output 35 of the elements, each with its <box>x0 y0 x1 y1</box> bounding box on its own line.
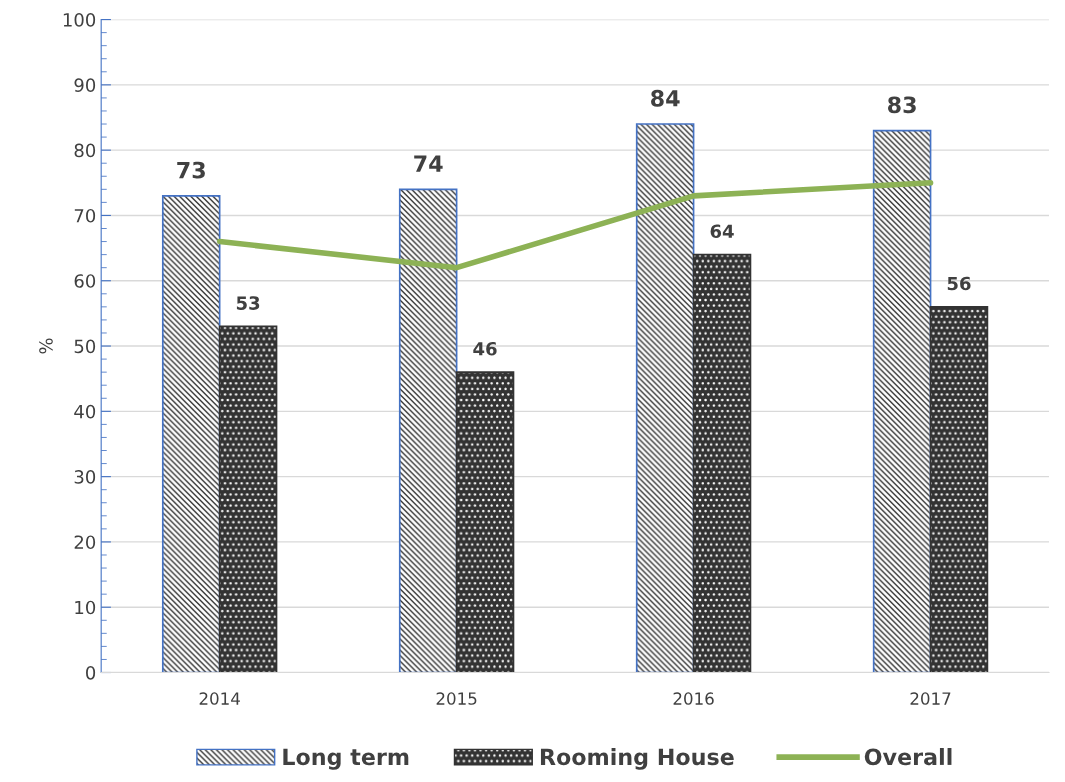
y-tick-label: 100 <box>63 13 96 27</box>
bar <box>161 195 221 673</box>
data-label: 53 <box>236 296 260 310</box>
x-tick-label: 2017 <box>910 692 951 705</box>
x-tick-label: 2014 <box>199 692 240 705</box>
bar <box>398 188 458 673</box>
y-tick-label: 70 <box>74 208 96 223</box>
data-label: 83 <box>888 96 916 114</box>
y-tick-label: 30 <box>74 470 96 484</box>
data-label: 64 <box>710 224 734 239</box>
data-label: 46 <box>473 341 497 356</box>
legend-label: Long term <box>283 748 409 770</box>
y-tick-label: 10 <box>75 600 96 615</box>
y-tick-label: 60 <box>74 274 96 288</box>
y-tick-label: 50 <box>74 339 96 354</box>
data-label: 56 <box>947 276 971 291</box>
data-label: 84 <box>651 89 680 107</box>
bar <box>635 123 695 673</box>
y-tick-label: 0 <box>86 665 96 680</box>
data-label: 74 <box>414 155 443 172</box>
bar <box>872 129 932 673</box>
x-tick-label: 2016 <box>673 692 714 705</box>
bar <box>929 306 989 673</box>
y-tick-label: 40 <box>74 404 96 419</box>
data-label: 73 <box>177 161 205 179</box>
y-tick-label: 90 <box>74 78 96 92</box>
x-tick-label: 2015 <box>436 692 477 705</box>
y-axis-title: % <box>39 338 53 354</box>
bar <box>692 253 752 673</box>
legend-label: Rooming House <box>540 748 734 770</box>
bar <box>218 325 278 673</box>
legend-label: Overall <box>864 748 952 766</box>
bar <box>455 371 515 673</box>
y-tick-label: 20 <box>74 535 96 550</box>
y-tick-label: 80 <box>74 143 96 158</box>
